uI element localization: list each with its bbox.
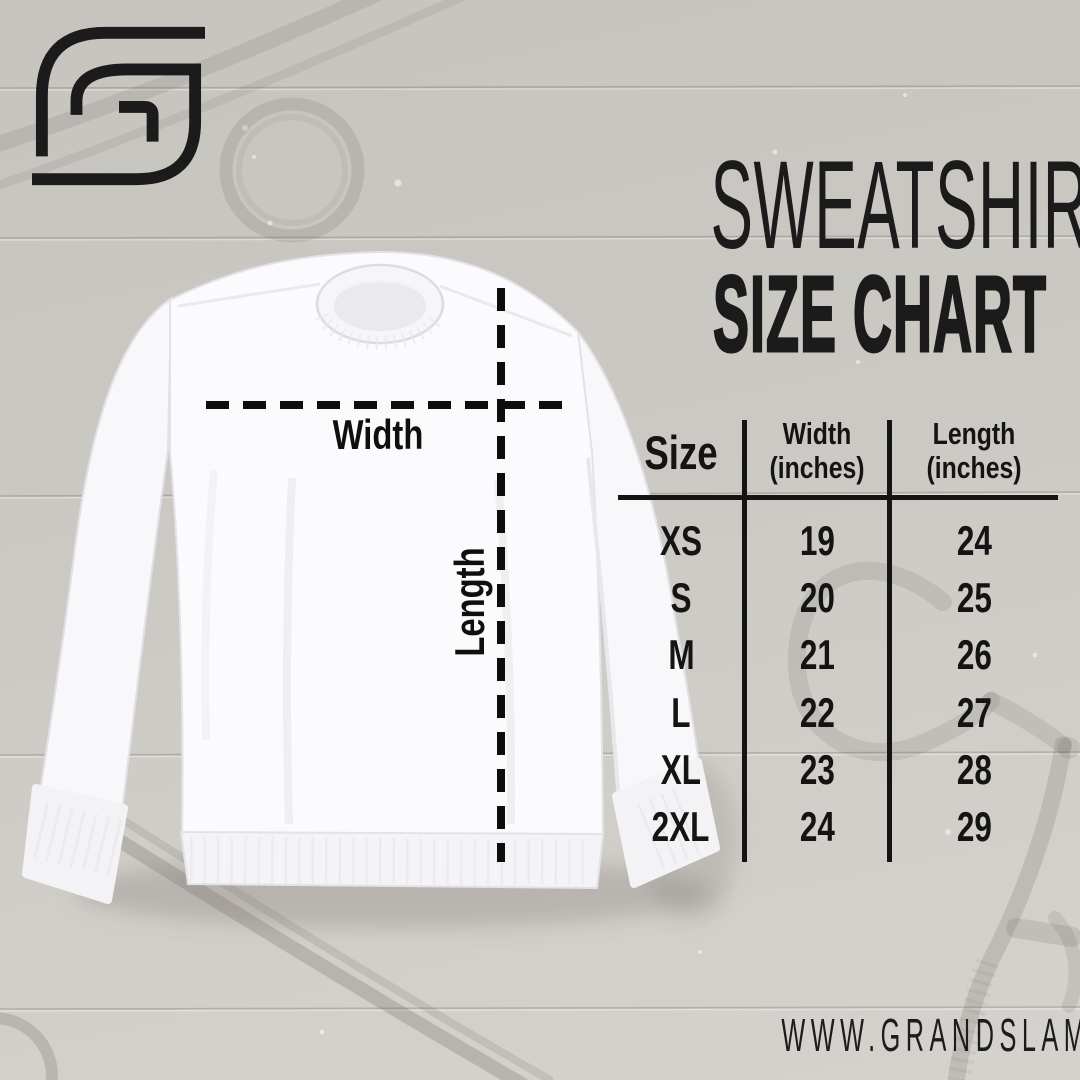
- cell-length: 26: [956, 631, 992, 679]
- table-divider-vertical-2: [887, 420, 892, 862]
- cell-width: 19: [799, 516, 835, 564]
- hanger-ring: [219, 97, 365, 243]
- hanger-wire-right: [947, 736, 1072, 1080]
- hanger-wire-top-left: [0, 0, 383, 152]
- website-url: WWW.GRANDSLAMPH.COM: [781, 1009, 1080, 1061]
- cell-size: 2XL: [652, 803, 710, 851]
- cell-size: S: [670, 573, 692, 621]
- cell-length: 27: [956, 688, 992, 736]
- hanger-hook-c: [787, 561, 1000, 762]
- shoulder-seam-left: [177, 282, 321, 308]
- gs-monogram-icon: [32, 26, 205, 186]
- cell-length: 28: [956, 745, 992, 793]
- shoulder-seam-right: [439, 284, 573, 338]
- col-header-size: Size: [644, 425, 718, 479]
- title-line-size-chart: SIZE CHART: [712, 253, 1047, 374]
- cell-width: 20: [799, 573, 835, 621]
- hanger-ring-inner: [236, 114, 348, 226]
- hanger-capsule: [1006, 918, 1080, 947]
- collar-back: [335, 280, 425, 300]
- cell-length: 29: [956, 803, 992, 851]
- hanger-hook-arm: [982, 692, 1072, 754]
- cell-size: XS: [659, 516, 703, 564]
- table-divider-vertical-1: [742, 420, 747, 862]
- hanger-wire-top-left-2: [0, 0, 467, 190]
- hanger-wire-thread: [947, 958, 999, 1080]
- cell-length: 24: [956, 516, 992, 564]
- cell-size: XL: [660, 745, 702, 793]
- cell-width: 22: [799, 688, 835, 736]
- hanger-corner-arc: [0, 1012, 58, 1080]
- speckles: [60, 93, 1038, 1035]
- hanger-hook-knob: [1058, 737, 1080, 759]
- right-cuff: [612, 758, 720, 888]
- cell-size: L: [671, 688, 691, 736]
- col-header-length: Length (inches): [926, 416, 1022, 485]
- size-chart-table-body: XS 19 24 S 20 25 M 21 26 L 22 27 XL 23 2…: [618, 512, 1058, 856]
- hanger-arc-right-edge: [1048, 911, 1080, 1013]
- col-header-width: Width (inches): [769, 416, 865, 485]
- cell-length: 25: [956, 573, 992, 621]
- page-title: SWEATSHIRT SIZE CHART: [588, 136, 1080, 374]
- table-divider-horizontal: [618, 495, 1058, 500]
- hanger-wire-bottom-left: [89, 819, 528, 1080]
- cell-width: 23: [799, 745, 835, 793]
- title-line-sweatshirt: SWEATSHIRT: [710, 136, 1080, 275]
- collar-opening: [334, 281, 426, 331]
- cell-width: 24: [799, 803, 835, 851]
- cell-size: M: [667, 631, 695, 679]
- hanger-wire-bottom-left-2: [116, 814, 554, 1080]
- left-cuff: [22, 784, 128, 904]
- cell-width: 21: [799, 631, 835, 679]
